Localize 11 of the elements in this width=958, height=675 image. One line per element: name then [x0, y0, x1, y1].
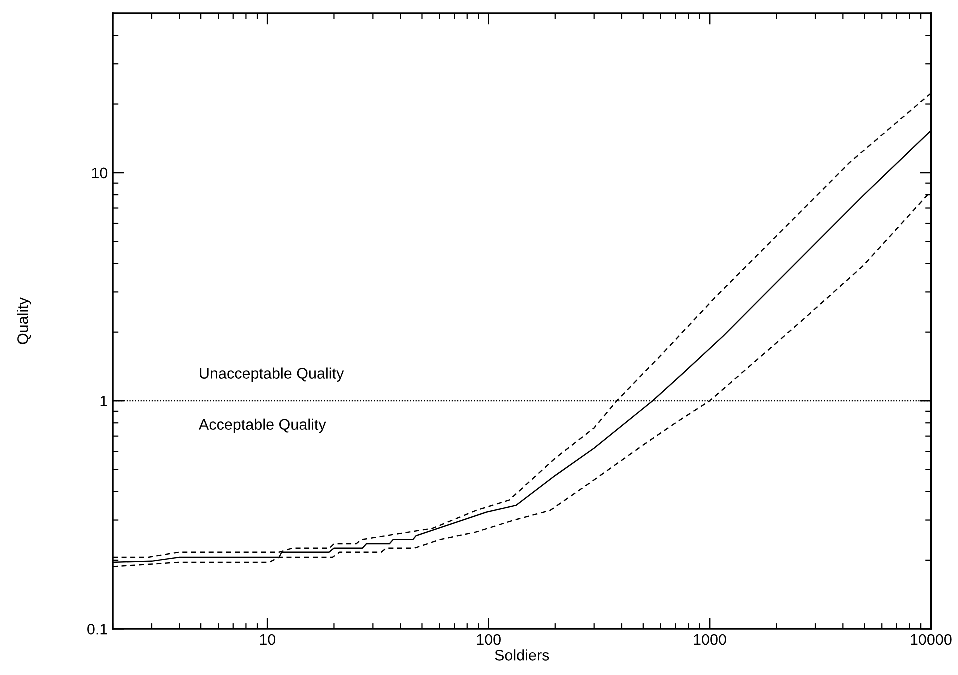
- x-tick-label: 10000: [911, 634, 952, 646]
- x-tick-label: 10: [260, 634, 276, 646]
- y-tick-label: 0.1: [88, 624, 108, 635]
- annotation: Unacceptable Quality: [200, 368, 344, 382]
- y-tick-label: 1: [100, 396, 108, 407]
- annotation: Acceptable Quality: [198, 418, 326, 434]
- x-axis-title: Soldiers: [495, 650, 550, 661]
- y-tick-label: 10: [92, 168, 108, 179]
- x-tick-label: 100: [477, 634, 501, 646]
- y-axis-title: Quality: [17, 298, 32, 344]
- x-tick-label: 1000: [694, 634, 726, 646]
